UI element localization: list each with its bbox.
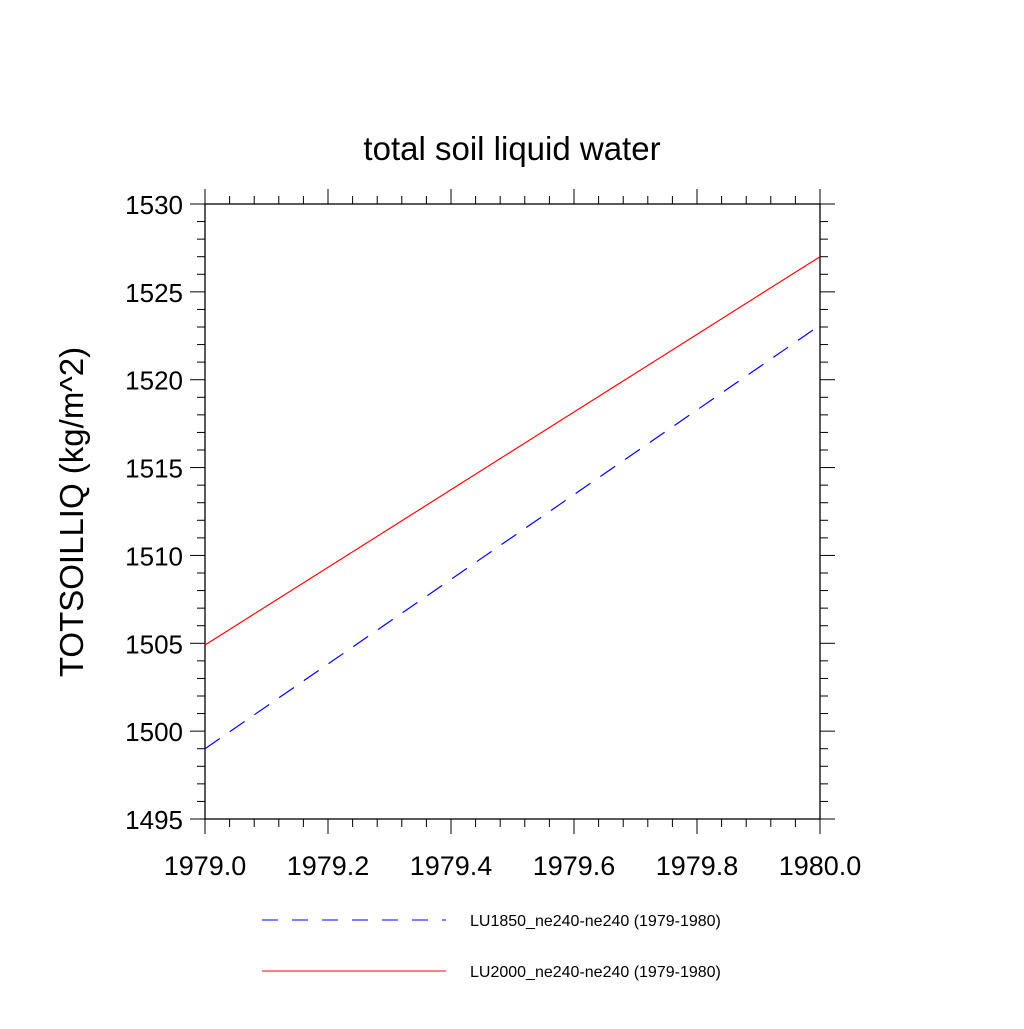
y-tick-label: 1510 xyxy=(125,541,183,571)
legend: LU1850_ne240-ne240 (1979-1980) LU2000_ne2… xyxy=(262,913,721,981)
x-tick-label: 1979.0 xyxy=(164,851,247,881)
y-tick-label: 1500 xyxy=(125,717,183,747)
series-line-1 xyxy=(204,324,821,750)
y-tick-label: 1520 xyxy=(125,366,183,396)
x-tick-label: 1979.8 xyxy=(656,851,739,881)
y-axis-label: TOTSOILLIQ (kg/m^2) xyxy=(53,347,90,677)
legend-label-2: LU2000_ne240-ne240 (1979-1980) xyxy=(470,964,721,981)
chart-title: total soil liquid water xyxy=(363,130,660,167)
x-tick-label: 1979.2 xyxy=(287,851,370,881)
plot-frame xyxy=(204,203,821,820)
y-tick-label: 1515 xyxy=(125,454,183,484)
y-tick-label: 1525 xyxy=(125,278,183,308)
x-tick-label: 1979.6 xyxy=(533,851,616,881)
x-tick-label: 1980.0 xyxy=(779,851,862,881)
legend-label-1: LU1850_ne240-ne240 (1979-1980) xyxy=(470,913,721,930)
y-tick-label: 1530 xyxy=(125,190,183,220)
y-tick-label: 1505 xyxy=(125,629,183,659)
x-tick-label: 1979.4 xyxy=(410,851,493,881)
plot-area: 1495 1500 1505 1510 1515 1520 1525 1530 1979.0 19… xyxy=(125,189,861,881)
series-line-2 xyxy=(204,256,821,646)
y-tick-label: 1495 xyxy=(125,805,183,835)
